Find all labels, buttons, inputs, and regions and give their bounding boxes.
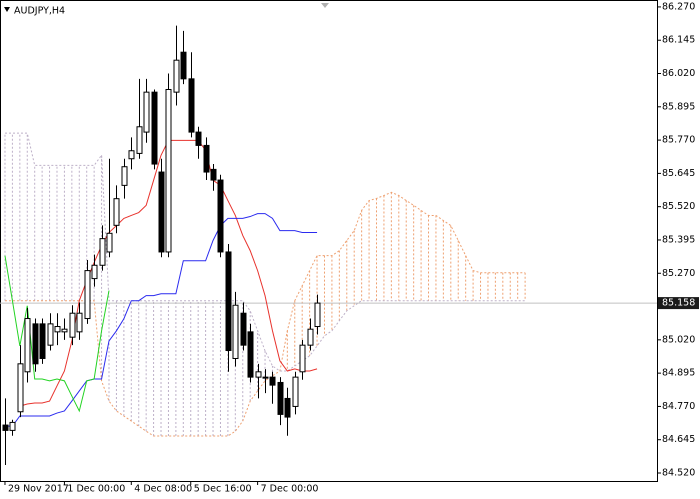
candle-body xyxy=(54,326,61,333)
candle-body xyxy=(61,328,68,333)
x-tick-label: 29 Nov 2017 xyxy=(8,484,69,495)
candle-body xyxy=(255,371,262,378)
candle-body xyxy=(203,144,210,173)
candle-body xyxy=(91,264,98,280)
symbol-icon xyxy=(4,7,10,12)
candle-body xyxy=(247,331,254,378)
candle-body xyxy=(2,424,9,431)
candle-body xyxy=(262,376,269,379)
candle-body xyxy=(24,318,31,373)
chart-title: AUDJPY,H4 xyxy=(14,6,65,17)
candle-body xyxy=(217,179,224,253)
indicator-line xyxy=(4,255,110,413)
candle-body xyxy=(188,78,195,133)
y-tick-label: 86.270 xyxy=(662,1,695,12)
y-tick-label: 84.770 xyxy=(662,401,695,412)
candle-body xyxy=(269,376,276,386)
indicator-line xyxy=(4,213,318,427)
candle-body xyxy=(158,171,165,253)
candle-body xyxy=(195,131,202,146)
span-b-line xyxy=(4,132,526,372)
candle-body xyxy=(307,328,314,346)
candle-body xyxy=(165,88,172,253)
candle-body xyxy=(136,126,143,154)
candle-body xyxy=(225,251,232,351)
candle-body xyxy=(69,312,76,338)
candle-body xyxy=(99,238,106,266)
candle-body xyxy=(76,312,83,333)
x-tick-label: 5 Dec 16:00 xyxy=(194,484,252,495)
y-tick-label: 85.770 xyxy=(662,135,695,146)
candle-body xyxy=(47,323,54,346)
candle-body xyxy=(128,150,135,160)
candle-body xyxy=(180,51,187,80)
candle-body xyxy=(151,91,158,165)
y-tick-label: 85.520 xyxy=(662,201,695,212)
candle-body xyxy=(210,168,217,181)
y-tick-label: 84.645 xyxy=(662,434,695,445)
candle-body xyxy=(143,91,150,133)
candle-body xyxy=(84,270,91,320)
candle-body xyxy=(9,421,16,431)
candle-body xyxy=(314,302,321,328)
y-tick-label: 85.895 xyxy=(662,101,695,112)
y-tick-label: 84.520 xyxy=(662,468,695,479)
x-tick-label: 4 Dec 08:00 xyxy=(134,484,192,495)
y-tick-label: 84.895 xyxy=(662,368,695,379)
candle-body xyxy=(113,198,120,226)
y-tick-label: 86.145 xyxy=(662,35,695,46)
candle-body xyxy=(106,232,113,253)
x-tick-label: 1 Dec 00:00 xyxy=(67,484,125,495)
candle-body xyxy=(173,59,180,93)
candle-body xyxy=(277,381,284,415)
shift-marker xyxy=(321,3,329,8)
plot-frame xyxy=(0,0,658,482)
x-tick-label: 7 Dec 00:00 xyxy=(261,484,319,495)
candle-body xyxy=(17,363,24,413)
candle-body xyxy=(32,323,39,365)
y-tick-label: 86.020 xyxy=(662,68,695,79)
candle-body xyxy=(232,304,239,359)
y-tick-label: 85.395 xyxy=(662,234,695,245)
candle-body xyxy=(299,344,306,373)
candle-body xyxy=(284,397,291,418)
candle-body xyxy=(240,312,247,346)
y-tick-label: 85.645 xyxy=(662,168,695,179)
candle-body xyxy=(121,166,128,186)
candle-body xyxy=(292,376,299,407)
candle-body xyxy=(39,323,46,359)
y-tick-label: 85.020 xyxy=(662,334,695,345)
price-label-box xyxy=(658,297,699,310)
y-tick-label: 85.270 xyxy=(662,268,695,279)
price-label: 85.158 xyxy=(662,298,695,309)
